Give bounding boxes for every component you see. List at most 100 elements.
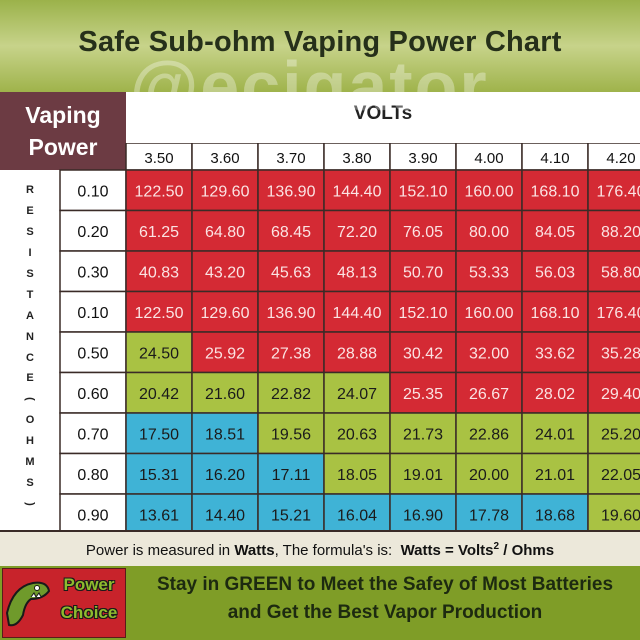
- power-value-label: 35.28: [601, 345, 640, 362]
- resistance-axis-letter: C: [26, 351, 34, 364]
- resistance-tick-label: 0.10: [77, 183, 108, 200]
- power-value-label: 14.40: [205, 507, 245, 524]
- power-value-label: 18.68: [535, 507, 575, 524]
- power-value-label: 17.11: [272, 467, 311, 484]
- power-cell-red: [455, 290, 523, 333]
- logo-word-power: Power: [63, 575, 115, 594]
- resistance-tick-label: 0.70: [77, 426, 108, 443]
- resistance-axis-letter: S: [26, 267, 34, 280]
- power-value-label: 15.31: [139, 467, 179, 484]
- resistance-axis-letter: I: [28, 246, 32, 259]
- power-value-label: 25.92: [205, 345, 245, 362]
- volt-tick-label: 4.20: [606, 150, 635, 167]
- resistance-tick-label: 0.30: [77, 264, 108, 281]
- volt-tick-label: 3.90: [408, 150, 437, 167]
- volt-tick-label: 3.60: [210, 150, 239, 167]
- power-value-label: 50.70: [403, 264, 443, 281]
- power-cell-red: [455, 169, 523, 212]
- power-value-label: 68.45: [271, 224, 311, 241]
- volt-header-cell: [191, 143, 259, 171]
- power-value-label: 152.10: [399, 183, 448, 200]
- volt-header-cell: [521, 143, 589, 171]
- volt-header-cell: [125, 143, 193, 171]
- power-value-label: 80.00: [469, 224, 509, 241]
- power-cell-blue: [191, 493, 259, 536]
- power-value-label: 144.40: [333, 305, 382, 322]
- power-cell-red: [323, 250, 391, 293]
- resistance-axis-letter: N: [26, 330, 34, 343]
- formula-middle: , The formula's is:: [274, 542, 393, 559]
- power-cell-red: [587, 290, 640, 333]
- formula-watts: Watts = Volts: [400, 542, 494, 559]
- formula-prefix: Power is measured in: [85, 542, 235, 559]
- power-choice-logo: Power Choice: [2, 568, 126, 638]
- power-value-label: 136.90: [267, 183, 316, 200]
- resistance-axis-letter: E: [26, 204, 34, 217]
- resistance-tick-label: 0.20: [77, 224, 108, 241]
- power-cell-red: [125, 209, 193, 252]
- power-cell-red: [257, 250, 325, 293]
- power-value-label: 84.05: [535, 224, 575, 241]
- power-cell-red: [521, 250, 589, 293]
- power-value-label: 18.05: [337, 467, 377, 484]
- power-value-label: 20.42: [139, 386, 179, 403]
- resistance-axis-letter: O: [25, 414, 35, 427]
- power-value-label: 40.83: [139, 264, 179, 281]
- power-value-label: 136.90: [267, 305, 316, 322]
- volt-tick-label: 3.70: [276, 150, 305, 167]
- formula-text: Power is measured in Watts, The formula'…: [0, 541, 640, 559]
- resistance-axis-letter: S: [26, 225, 34, 238]
- power-value-label: 22.82: [271, 386, 311, 403]
- power-value-label: 58.80: [601, 264, 640, 281]
- formula-watts-word: Watts: [234, 542, 275, 559]
- power-value-label: 129.60: [201, 305, 250, 322]
- power-cell-red: [389, 169, 457, 212]
- power-cell-red: [455, 331, 523, 374]
- power-cell-green: [125, 371, 193, 414]
- power-value-label: 29.40: [601, 386, 640, 403]
- power-cell-green: [587, 452, 640, 495]
- power-value-label: 24.01: [535, 426, 575, 443]
- resistance-axis-letter: T: [26, 288, 34, 301]
- power-cell-red: [521, 331, 589, 374]
- power-value-label: 32.00: [469, 345, 509, 362]
- power-cell-red: [191, 209, 259, 252]
- resistance-tick-label: 0.80: [77, 467, 108, 484]
- power-value-label: 88.20: [601, 224, 640, 241]
- power-value-label: 19.01: [403, 467, 443, 484]
- power-value-label: 33.62: [535, 345, 575, 362]
- power-cell-green: [455, 412, 523, 455]
- power-value-label: 61.25: [139, 224, 179, 241]
- resistance-axis-label: R E S I S T A N C E(O H M S): [0, 170, 62, 530]
- resistance-header-cell: [59, 250, 127, 293]
- power-cell-green: [125, 331, 193, 374]
- power-cell-red: [389, 371, 457, 414]
- power-cell-red: [191, 250, 259, 293]
- power-value-label: 22.86: [469, 426, 509, 443]
- power-table: 3.50 3.60 3.70 3.80 3.90 4.00 4.10 4.20 0.10 122.…: [59, 143, 640, 536]
- crocodile-icon: [5, 581, 51, 627]
- power-value-label: 144.40: [333, 183, 382, 200]
- chart-title: Safe Sub-ohm Vaping Power Chart: [78, 26, 562, 58]
- power-value-label: 16.04: [337, 507, 377, 524]
- power-value-label: 17.78: [469, 507, 509, 524]
- power-value-label: 64.80: [205, 224, 245, 241]
- power-value-label: 168.10: [531, 183, 580, 200]
- resistance-axis-letter: H: [26, 435, 34, 448]
- power-value-label: 28.02: [535, 386, 575, 403]
- power-value-label: 28.88: [337, 345, 377, 362]
- power-cell-red: [455, 250, 523, 293]
- power-cell-red: [323, 209, 391, 252]
- advice-line-2: and Get the Best Vapor Production: [227, 602, 543, 623]
- power-value-label: 13.61: [139, 507, 179, 524]
- resistance-axis-letter: M: [25, 456, 35, 469]
- volt-tick-label: 4.10: [540, 150, 569, 167]
- power-cell-blue: [323, 493, 391, 536]
- power-cell-red: [587, 169, 640, 212]
- power-value-label: 22.05: [601, 467, 640, 484]
- power-value-label: 48.13: [337, 264, 377, 281]
- power-cell-red: [323, 290, 391, 333]
- volt-tick-label: 3.50: [144, 150, 173, 167]
- resistance-header-cell: [59, 493, 127, 536]
- volt-tick-label: 3.80: [342, 150, 371, 167]
